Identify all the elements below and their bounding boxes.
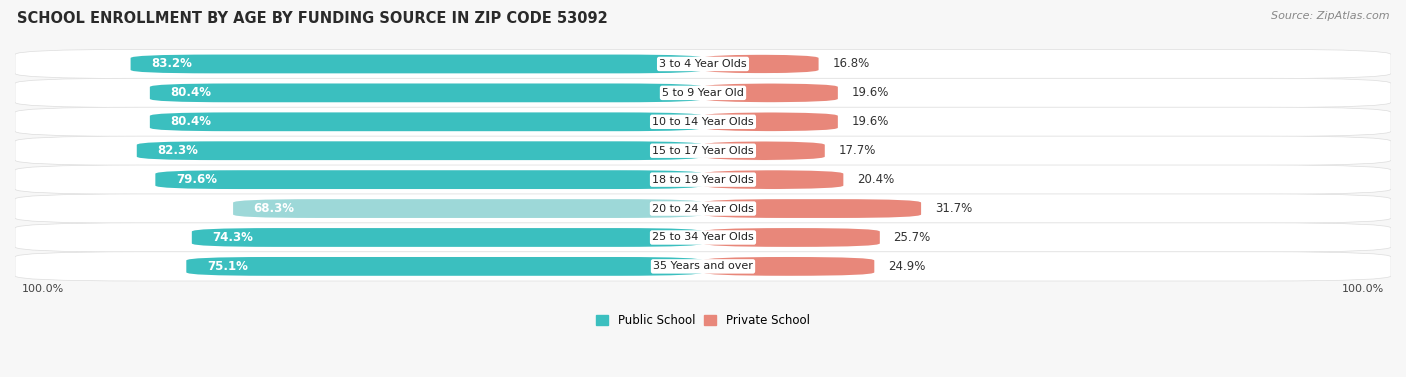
FancyBboxPatch shape	[703, 228, 880, 247]
Text: 24.9%: 24.9%	[889, 260, 925, 273]
Text: 19.6%: 19.6%	[852, 115, 889, 128]
Text: 20 to 24 Year Olds: 20 to 24 Year Olds	[652, 204, 754, 213]
Text: 3 to 4 Year Olds: 3 to 4 Year Olds	[659, 59, 747, 69]
FancyBboxPatch shape	[191, 228, 703, 247]
Text: 10 to 14 Year Olds: 10 to 14 Year Olds	[652, 117, 754, 127]
FancyBboxPatch shape	[703, 199, 921, 218]
Text: 19.6%: 19.6%	[852, 86, 889, 100]
Text: 82.3%: 82.3%	[157, 144, 198, 157]
Text: 35 Years and over: 35 Years and over	[652, 261, 754, 271]
Text: 75.1%: 75.1%	[207, 260, 247, 273]
Text: 5 to 9 Year Old: 5 to 9 Year Old	[662, 88, 744, 98]
FancyBboxPatch shape	[703, 83, 838, 102]
Text: 17.7%: 17.7%	[838, 144, 876, 157]
FancyBboxPatch shape	[136, 141, 703, 160]
FancyBboxPatch shape	[15, 194, 1391, 223]
FancyBboxPatch shape	[15, 165, 1391, 194]
FancyBboxPatch shape	[703, 112, 838, 131]
FancyBboxPatch shape	[187, 257, 703, 276]
Text: 25 to 34 Year Olds: 25 to 34 Year Olds	[652, 233, 754, 242]
FancyBboxPatch shape	[150, 83, 703, 102]
FancyBboxPatch shape	[703, 141, 825, 160]
FancyBboxPatch shape	[15, 252, 1391, 281]
FancyBboxPatch shape	[131, 55, 703, 74]
Text: 80.4%: 80.4%	[170, 86, 211, 100]
Text: 100.0%: 100.0%	[1341, 284, 1384, 294]
FancyBboxPatch shape	[15, 136, 1391, 166]
Text: Source: ZipAtlas.com: Source: ZipAtlas.com	[1271, 11, 1389, 21]
FancyBboxPatch shape	[703, 170, 844, 189]
Text: 100.0%: 100.0%	[22, 284, 65, 294]
FancyBboxPatch shape	[15, 78, 1391, 107]
FancyBboxPatch shape	[155, 170, 703, 189]
FancyBboxPatch shape	[15, 49, 1391, 78]
Text: 80.4%: 80.4%	[170, 115, 211, 128]
Text: SCHOOL ENROLLMENT BY AGE BY FUNDING SOURCE IN ZIP CODE 53092: SCHOOL ENROLLMENT BY AGE BY FUNDING SOUR…	[17, 11, 607, 26]
Text: 79.6%: 79.6%	[176, 173, 217, 186]
FancyBboxPatch shape	[15, 107, 1391, 136]
Text: 25.7%: 25.7%	[894, 231, 931, 244]
Text: 15 to 17 Year Olds: 15 to 17 Year Olds	[652, 146, 754, 156]
Text: 16.8%: 16.8%	[832, 57, 869, 70]
Text: 83.2%: 83.2%	[152, 57, 193, 70]
FancyBboxPatch shape	[703, 257, 875, 276]
FancyBboxPatch shape	[15, 223, 1391, 252]
Text: 74.3%: 74.3%	[212, 231, 253, 244]
Legend: Public School, Private School: Public School, Private School	[592, 310, 814, 332]
FancyBboxPatch shape	[233, 199, 703, 218]
FancyBboxPatch shape	[703, 55, 818, 74]
Text: 20.4%: 20.4%	[858, 173, 894, 186]
Text: 31.7%: 31.7%	[935, 202, 972, 215]
Text: 18 to 19 Year Olds: 18 to 19 Year Olds	[652, 175, 754, 185]
FancyBboxPatch shape	[150, 112, 703, 131]
Text: 68.3%: 68.3%	[253, 202, 295, 215]
